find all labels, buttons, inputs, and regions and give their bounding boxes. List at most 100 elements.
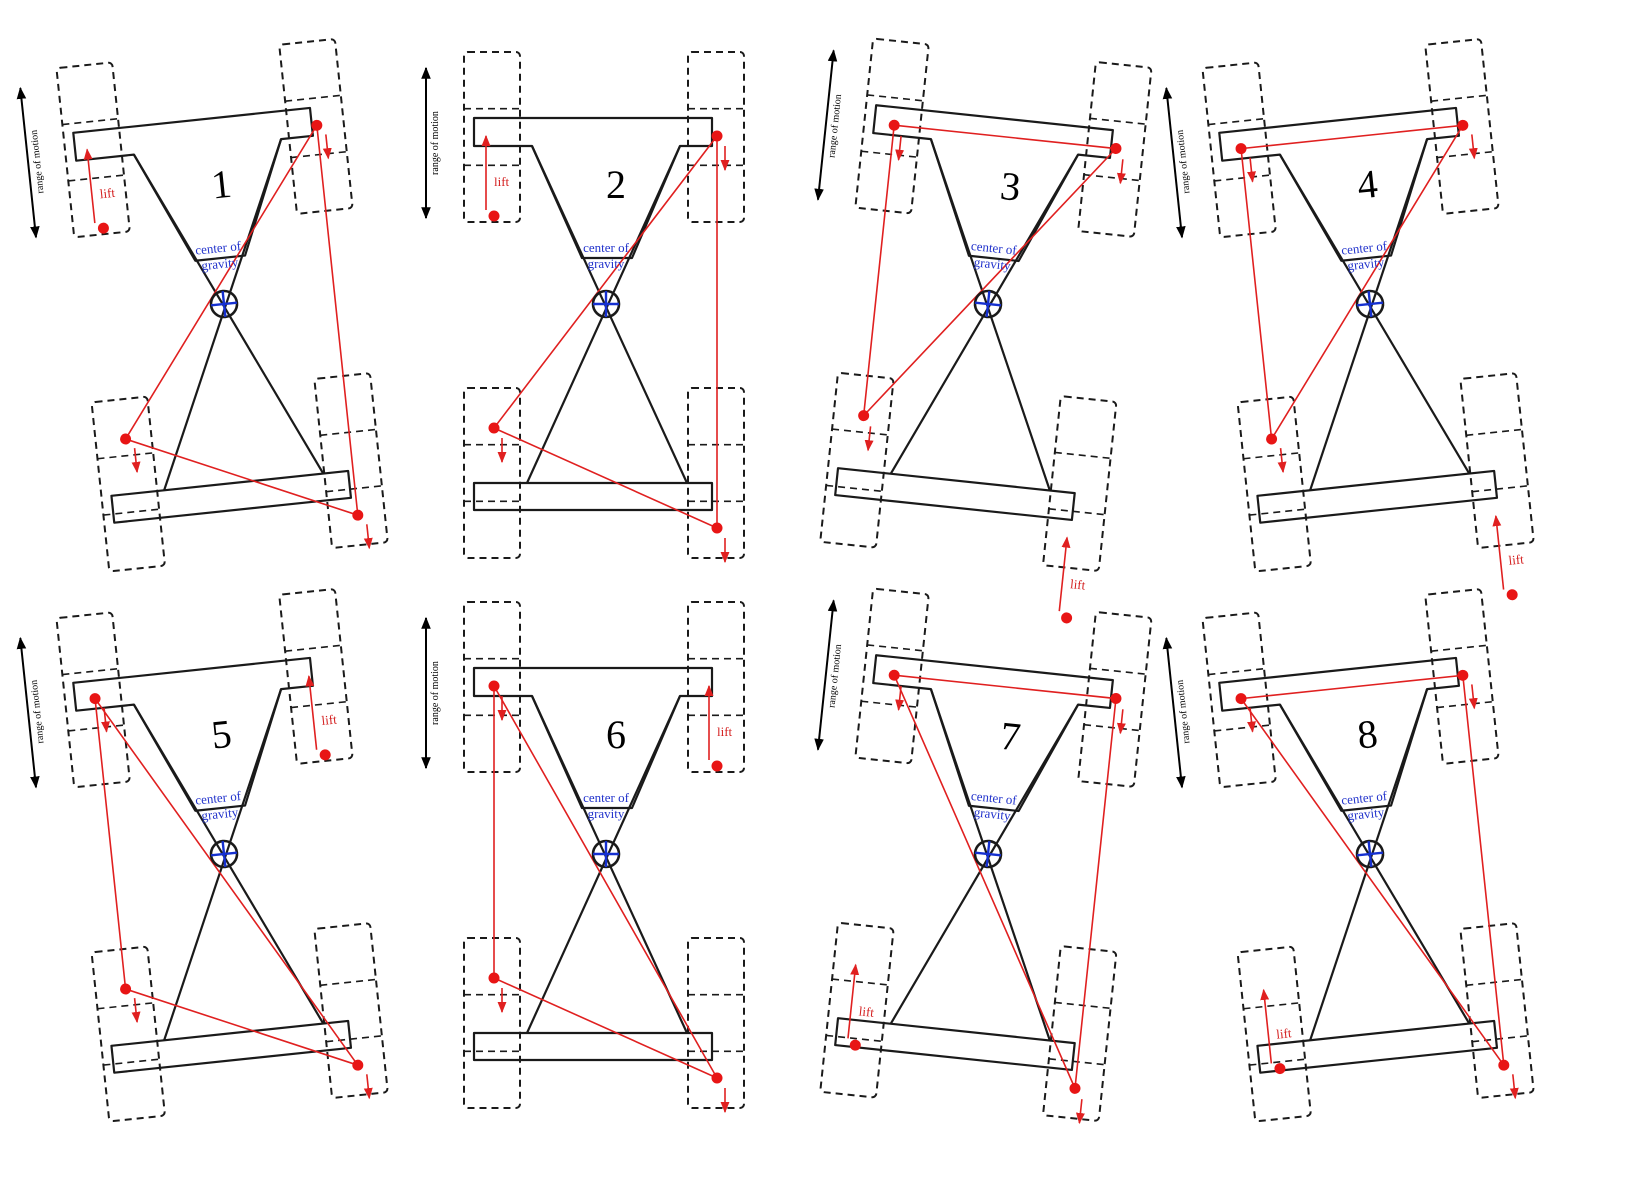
- foot-divider: [103, 1058, 160, 1066]
- support-triangle: [1240, 124, 1465, 442]
- foot-divider: [1083, 173, 1140, 182]
- foot-rear-right: [1459, 922, 1535, 1099]
- stance-point: [888, 119, 900, 131]
- panel-number: 3: [998, 163, 1023, 210]
- foot-rear-right: [687, 937, 745, 1109]
- lift-label: lift: [99, 185, 116, 202]
- range-of-motion-indicator: range of motion: [1162, 636, 1193, 789]
- foot-front-right: [278, 38, 354, 215]
- stance-point: [1266, 433, 1278, 445]
- stance-point: [352, 1059, 364, 1071]
- foot-divider: [1466, 978, 1523, 987]
- lift-label: lift: [1276, 1025, 1293, 1042]
- cog-crosshair: [1367, 290, 1373, 318]
- foot-divider: [285, 94, 341, 102]
- stroke-arrow: [1116, 159, 1126, 185]
- cog-label: gravity: [588, 806, 625, 821]
- foot-divider: [1048, 508, 1105, 516]
- cog-label: gravity: [1347, 804, 1386, 823]
- foot-divider: [1208, 667, 1265, 676]
- foot-divider: [1083, 723, 1140, 732]
- stroke-arrow: [1509, 1074, 1519, 1100]
- range-arrow: [1162, 636, 1186, 789]
- stroke-arrow: [1247, 707, 1256, 733]
- range-arrow: [814, 49, 838, 201]
- stroke-arrow: [101, 707, 110, 733]
- foot-front-right: [687, 51, 745, 223]
- leg-diagonal: [1309, 138, 1429, 491]
- stroke-arrow: [1247, 157, 1256, 183]
- stance-point: [1110, 143, 1122, 155]
- lift-label: lift: [321, 711, 338, 728]
- foot-rear-left: [90, 395, 166, 573]
- foot-rear-right: [1042, 945, 1118, 1122]
- lift-arrow: [305, 675, 318, 750]
- cog-label: gravity: [973, 254, 1012, 273]
- foot-front-left: [463, 601, 521, 773]
- panel-number: 4: [1355, 161, 1380, 208]
- stroke-arrow: [895, 135, 905, 161]
- stance-point: [89, 693, 101, 705]
- stroke-arrow: [1075, 1099, 1085, 1125]
- foot-divider: [826, 1034, 882, 1043]
- range-of-motion-label: range of motion: [1175, 679, 1193, 744]
- cog-label: center of: [583, 790, 630, 805]
- foot-divider: [1436, 700, 1493, 709]
- bottom-plate: [110, 1019, 353, 1074]
- cog-label: center of: [970, 788, 1018, 808]
- range-of-motion-indicator: range of motion: [421, 616, 441, 770]
- support-triangle: [492, 133, 718, 530]
- stance-point: [488, 972, 500, 984]
- range-of-motion-indicator: range of motion: [16, 86, 47, 239]
- foot-divider: [1431, 644, 1487, 652]
- lift-arrow: [1492, 514, 1505, 590]
- foot-divider: [867, 644, 923, 652]
- leg-diagonal: [1278, 154, 1471, 475]
- cog-label: gravity: [1347, 254, 1386, 273]
- cog-crosshair: [221, 290, 227, 318]
- foot-divider: [68, 174, 125, 182]
- foot-divider: [861, 150, 918, 158]
- cog-crosshair: [221, 840, 227, 868]
- foot-front-left: [55, 611, 131, 788]
- foot-divider: [320, 978, 377, 987]
- foot-divider: [1048, 1058, 1105, 1066]
- leg-diagonal: [525, 695, 682, 1034]
- lift-label: lift: [858, 1003, 875, 1020]
- support-triangle: [862, 124, 1118, 418]
- stance-point: [1498, 1059, 1510, 1071]
- lifted-point: [1061, 612, 1073, 624]
- stance-point: [858, 410, 870, 422]
- cog-label: center of: [195, 238, 243, 258]
- lifted-point: [1506, 589, 1518, 601]
- leg-diagonal: [929, 688, 1051, 1041]
- cog-crosshair: [985, 840, 991, 868]
- leg-diagonal: [163, 688, 283, 1041]
- foot-front-right: [687, 601, 745, 773]
- cog-label: center of: [195, 788, 243, 808]
- top-plate: [872, 654, 1114, 813]
- foot-divider: [290, 700, 347, 709]
- foot-front-left: [463, 51, 521, 223]
- foot-rear-right: [1042, 395, 1118, 572]
- stance-point: [1110, 693, 1122, 705]
- bottom-plate: [834, 1017, 1076, 1072]
- range-of-motion-label: range of motion: [1175, 129, 1193, 194]
- leg-diagonal: [525, 145, 682, 484]
- stance-point: [488, 680, 500, 692]
- range-of-motion-label: range of motion: [430, 661, 441, 725]
- bottom-plate: [472, 481, 714, 512]
- top-plate: [72, 106, 315, 262]
- foot-divider: [103, 508, 160, 516]
- foot-rear-right: [313, 922, 389, 1099]
- stance-point: [1069, 1082, 1081, 1094]
- range-of-motion-label: range of motion: [29, 129, 47, 194]
- range-of-motion-indicator: range of motion: [1162, 86, 1193, 239]
- top-plate: [472, 666, 714, 810]
- foot-divider: [1243, 1002, 1300, 1010]
